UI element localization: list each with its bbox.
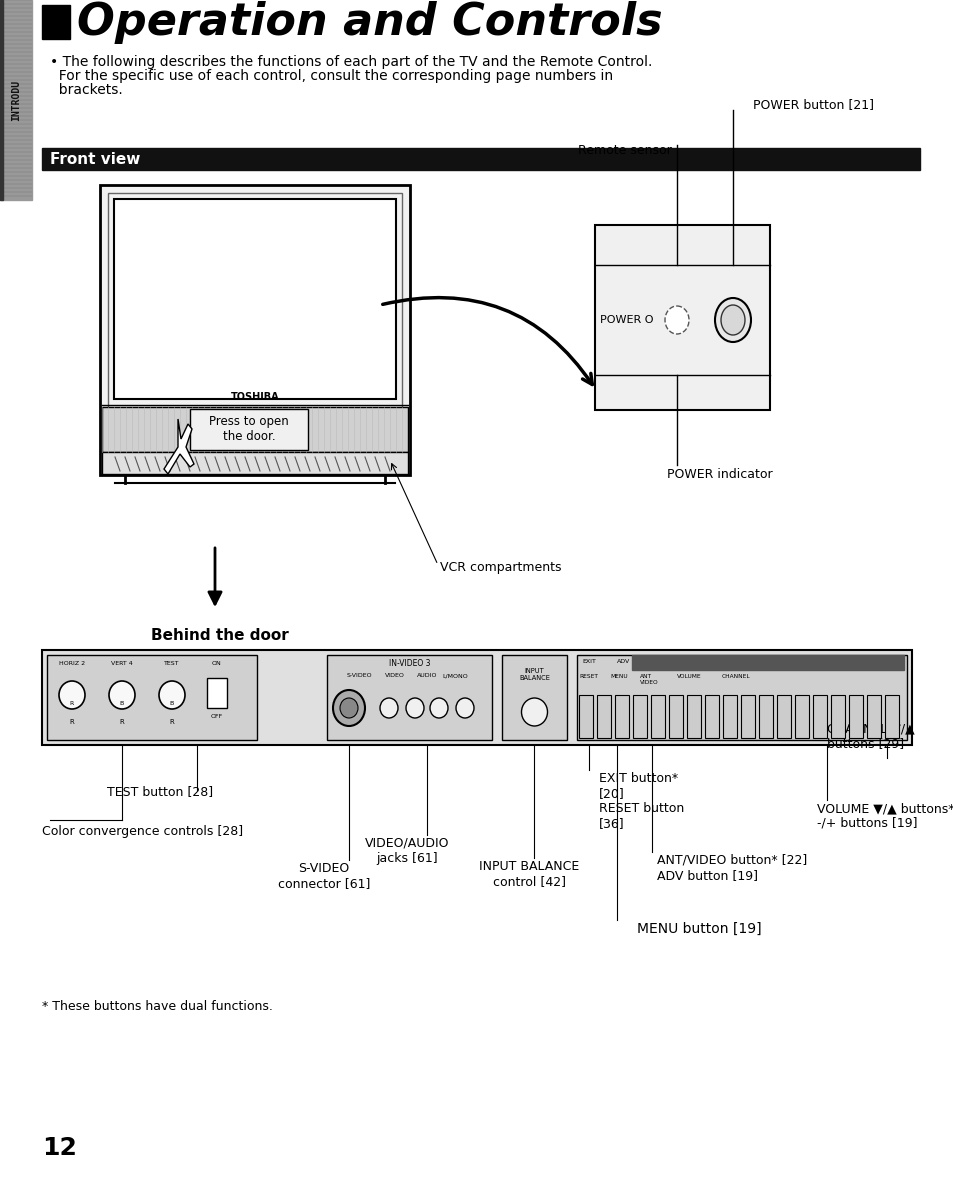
Bar xyxy=(776,695,790,738)
Text: VIDEO/AUDIO
jacks [61]: VIDEO/AUDIO jacks [61] xyxy=(364,837,449,865)
Bar xyxy=(47,655,256,740)
Text: Remote sensor: Remote sensor xyxy=(578,143,671,156)
Text: ANT
VIDEO: ANT VIDEO xyxy=(639,674,658,684)
Bar xyxy=(207,678,227,708)
Bar xyxy=(650,695,664,738)
Bar xyxy=(830,695,844,738)
Text: TEST: TEST xyxy=(164,662,179,667)
Bar xyxy=(190,409,308,450)
Ellipse shape xyxy=(406,699,423,717)
Ellipse shape xyxy=(379,699,397,717)
Text: INTRODU: INTRODU xyxy=(11,79,21,121)
Text: MENU button [19]: MENU button [19] xyxy=(637,922,760,936)
Text: R: R xyxy=(119,719,124,725)
Ellipse shape xyxy=(333,690,365,726)
Text: CHANNEL: CHANNEL xyxy=(721,674,750,678)
Text: INPUT BALANCE
control [42]: INPUT BALANCE control [42] xyxy=(478,860,579,888)
Text: S-VIDEO
connector [61]: S-VIDEO connector [61] xyxy=(277,862,370,890)
Text: POWER button [21]: POWER button [21] xyxy=(752,98,873,111)
Text: For the specific use of each control, consult the corresponding page numbers in: For the specific use of each control, co… xyxy=(50,69,613,83)
Text: Operation and Controls: Operation and Controls xyxy=(77,0,662,44)
Text: VIDEO: VIDEO xyxy=(385,674,404,678)
Bar xyxy=(686,695,700,738)
Text: S-VIDEO: S-VIDEO xyxy=(347,674,373,678)
Text: VCR compartments: VCR compartments xyxy=(439,561,561,574)
Text: Color convergence controls [28]: Color convergence controls [28] xyxy=(42,825,243,838)
Ellipse shape xyxy=(714,298,750,342)
Bar xyxy=(722,695,737,738)
Bar xyxy=(113,199,395,400)
Text: Behind the door: Behind the door xyxy=(151,628,289,643)
Text: * These buttons have dual functions.: * These buttons have dual functions. xyxy=(42,1000,273,1013)
Bar xyxy=(794,695,808,738)
Bar xyxy=(631,655,903,670)
Bar xyxy=(42,5,70,39)
Bar xyxy=(102,452,408,474)
Text: OFF: OFF xyxy=(211,714,223,719)
Bar xyxy=(108,193,401,467)
Bar xyxy=(577,655,906,740)
Text: ANT/VIDEO button* [22]
ADV button [19]: ANT/VIDEO button* [22] ADV button [19] xyxy=(657,855,806,882)
Text: B: B xyxy=(120,701,124,706)
Bar xyxy=(501,655,566,740)
Bar xyxy=(740,695,754,738)
Bar xyxy=(578,695,593,738)
Bar xyxy=(884,695,898,738)
Bar xyxy=(615,695,628,738)
Text: brackets.: brackets. xyxy=(50,83,123,97)
Text: Front view: Front view xyxy=(50,151,140,167)
Text: Press to open
the door.: Press to open the door. xyxy=(209,416,289,443)
Text: POWER indicator: POWER indicator xyxy=(666,468,772,481)
Text: L/MONO: L/MONO xyxy=(441,674,467,678)
Text: TOSHIBA: TOSHIBA xyxy=(231,392,279,402)
Bar xyxy=(759,695,772,738)
Bar xyxy=(866,695,880,738)
Ellipse shape xyxy=(456,699,474,717)
Text: RESET: RESET xyxy=(578,674,598,678)
Text: EXIT button*
[20]
RESET button
[36]: EXIT button* [20] RESET button [36] xyxy=(598,772,683,830)
Text: 12: 12 xyxy=(42,1136,77,1160)
Bar xyxy=(42,650,911,745)
Ellipse shape xyxy=(159,681,185,709)
Text: R: R xyxy=(70,701,74,706)
Text: ADV: ADV xyxy=(617,660,630,664)
Text: R: R xyxy=(170,719,174,725)
Ellipse shape xyxy=(430,699,448,717)
Text: VOLUME: VOLUME xyxy=(677,674,700,678)
Text: EXIT: EXIT xyxy=(581,660,596,664)
Ellipse shape xyxy=(59,681,85,709)
Text: R: R xyxy=(70,719,74,725)
Text: VERT 4: VERT 4 xyxy=(111,662,132,667)
Ellipse shape xyxy=(521,699,547,726)
Text: INPUT
BALANCE: INPUT BALANCE xyxy=(518,668,549,681)
Bar xyxy=(812,695,826,738)
Ellipse shape xyxy=(720,305,744,335)
Text: AUDIO: AUDIO xyxy=(416,674,437,678)
Bar xyxy=(102,407,408,452)
Text: B: B xyxy=(170,701,174,706)
Text: MENU: MENU xyxy=(609,674,627,678)
Ellipse shape xyxy=(339,699,357,717)
Text: CHANNEL ▼/▲
buttons [29]: CHANNEL ▼/▲ buttons [29] xyxy=(826,722,914,751)
Bar xyxy=(0,0,32,200)
Bar xyxy=(848,695,862,738)
Bar xyxy=(597,695,610,738)
Bar xyxy=(633,695,646,738)
Bar xyxy=(704,695,719,738)
Ellipse shape xyxy=(664,306,688,335)
Ellipse shape xyxy=(109,681,135,709)
Text: HORIZ 2: HORIZ 2 xyxy=(59,662,85,667)
Text: TEST button [28]: TEST button [28] xyxy=(107,786,213,799)
Polygon shape xyxy=(164,418,193,474)
Bar xyxy=(595,225,769,410)
Text: ON: ON xyxy=(212,661,222,665)
Bar xyxy=(668,695,682,738)
Bar xyxy=(327,655,492,740)
Bar xyxy=(42,148,919,170)
Text: POWER O: POWER O xyxy=(599,314,653,325)
Bar xyxy=(100,186,410,475)
Bar xyxy=(0,0,3,200)
Text: • The following describes the functions of each part of the TV and the Remote Co: • The following describes the functions … xyxy=(50,56,652,69)
Text: VOLUME ▼/▲ buttons* [29]
-/+ buttons [19]: VOLUME ▼/▲ buttons* [29] -/+ buttons [19… xyxy=(816,803,953,830)
Text: IN-VIDEO 3: IN-VIDEO 3 xyxy=(388,660,430,669)
